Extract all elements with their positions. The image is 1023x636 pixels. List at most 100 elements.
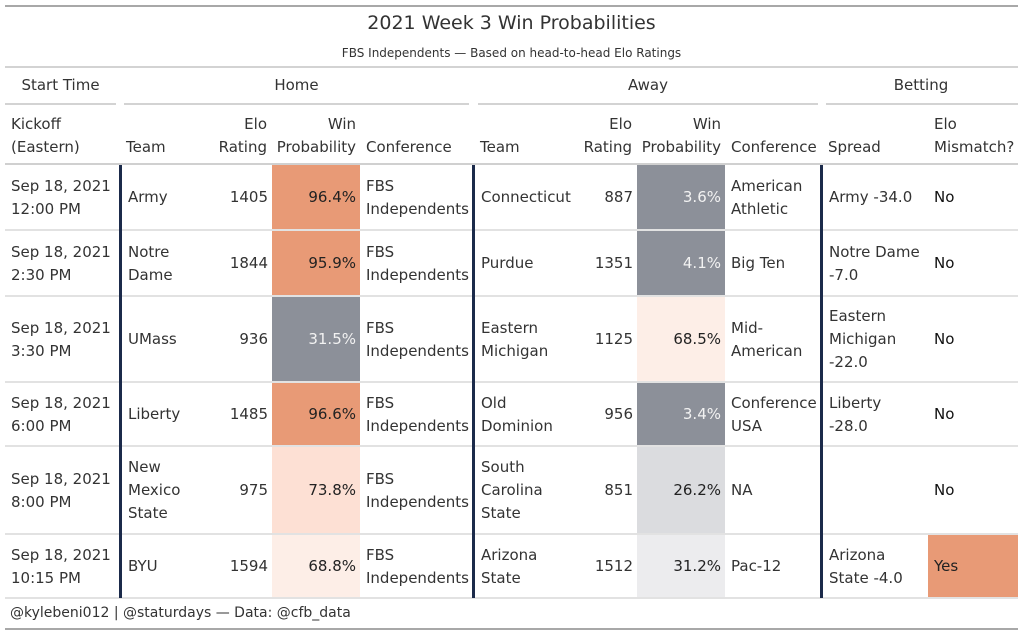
spread-cell-text: Liberty -28.0 <box>829 392 924 438</box>
mismatch-cell-text: No <box>934 188 955 206</box>
away-conference-cell-line: American <box>731 176 803 195</box>
footer-credits: @kylebeni012 | @staturdays — Data: @cfb_… <box>10 605 351 621</box>
kickoff-cell-line: 2:30 PM <box>11 265 72 284</box>
away-team-cell-text: Eastern Michigan <box>481 317 548 363</box>
away-win-prob-cell-text: 26.2% <box>673 481 721 499</box>
home-conference-cell-text: FBS Independents <box>366 175 469 221</box>
spanner-rule-away <box>478 103 818 105</box>
away-conference-cell-text: Pac-12 <box>731 555 781 578</box>
away-conference-cell-line: USA <box>731 416 763 435</box>
col-home-win-line1: Win <box>327 115 356 133</box>
away-team-cell: Connecticut <box>475 165 575 230</box>
kickoff-cell-line: 6:00 PM <box>11 416 72 435</box>
away-conference-cell-text: Conference USA <box>731 392 817 438</box>
spread-cell-line: Eastern <box>829 307 887 325</box>
spanner-rule-home <box>124 103 469 105</box>
kickoff-cell-text: Sep 18, 2021 12:00 PM <box>11 175 111 221</box>
away-win-prob-cell: 68.5% <box>637 297 725 382</box>
home-elo-cell: 1485 <box>210 383 272 446</box>
home-win-prob-cell-text: 73.8% <box>308 481 356 499</box>
away-team-cell-line: Dominion <box>481 416 553 435</box>
home-team-cell-line: State <box>128 504 168 522</box>
away-win-prob-cell-text: 3.4% <box>682 405 721 423</box>
home-elo-cell: 1594 <box>210 535 272 598</box>
table-subtitle: FBS Independents — Based on head-to-head… <box>341 46 682 60</box>
home-elo-cell-text: 1594 <box>229 557 268 575</box>
away-elo-cell: 1351 <box>575 231 637 296</box>
away-team-cell: South Carolina State <box>475 447 575 534</box>
home-elo-cell: 936 <box>210 297 272 382</box>
home-team-cell: UMass <box>122 297 210 382</box>
col-away-win-line2: Probability <box>641 138 721 156</box>
divider-home-away <box>472 165 475 598</box>
mismatch-cell-text: No <box>934 330 955 348</box>
spread-cell: Eastern Michigan -22.0 <box>823 297 928 382</box>
home-conference-cell: FBS Independents <box>360 165 472 230</box>
col-kickoff-line2: (Eastern) <box>11 138 80 156</box>
row-divider <box>5 381 1018 383</box>
home-conference-cell-text: FBS Independents <box>366 544 469 590</box>
away-team-cell-text: Arizona State <box>481 544 537 590</box>
kickoff-cell: Sep 18, 2021 2:30 PM <box>5 231 119 296</box>
home-conference-cell-line: Independents <box>366 492 469 511</box>
mismatch-cell: No <box>928 447 1018 534</box>
away-win-prob-cell: 3.4% <box>637 383 725 446</box>
home-team-cell-line: Dame <box>128 265 173 284</box>
kickoff-cell: Sep 18, 2021 12:00 PM <box>5 165 119 230</box>
kickoff-cell-text: Sep 18, 2021 8:00 PM <box>11 468 111 514</box>
away-elo-cell-text: 1125 <box>594 330 633 348</box>
col-away-elo: Elo Rating <box>570 113 632 159</box>
away-conference-cell-text: American Athletic <box>731 175 802 221</box>
home-win-prob-cell-text: 31.5% <box>308 330 356 348</box>
header-rule <box>5 66 1018 68</box>
away-conference-cell: Mid- American <box>725 297 820 382</box>
home-elo-cell-text: 1844 <box>229 254 268 272</box>
away-win-prob-cell: 3.6% <box>637 165 725 230</box>
top-rule <box>5 5 1018 7</box>
away-win-prob-cell: 26.2% <box>637 447 725 534</box>
spread-cell-line: Arizona <box>829 545 886 564</box>
spread-cell-line: Army -34.0 <box>829 188 913 206</box>
away-team-cell-line: State <box>481 568 521 587</box>
col-away-conf: Conference <box>731 138 817 156</box>
mismatch-cell-text: No <box>934 254 955 272</box>
col-mismatch-line1: Elo <box>934 115 957 133</box>
mismatch-cell: Yes <box>928 535 1018 598</box>
kickoff-cell-line: Sep 18, 2021 <box>11 242 111 261</box>
mismatch-cell: No <box>928 231 1018 296</box>
col-away-elo-line1: Elo <box>609 115 632 133</box>
away-conference-cell-line: Conference <box>731 393 817 412</box>
home-conference-cell-line: Independents <box>366 341 469 360</box>
away-conference-cell-text: Mid- American <box>731 317 802 363</box>
spread-cell-line: Notre Dame <box>829 242 920 261</box>
home-win-prob-cell: 95.9% <box>272 231 360 296</box>
spread-cell-text: Army -34.0 <box>829 186 912 209</box>
home-team-cell-text: Army <box>128 186 168 209</box>
away-team-cell-line: Carolina <box>481 481 543 499</box>
home-win-prob-cell: 68.8% <box>272 535 360 598</box>
away-team-cell-line: Eastern <box>481 318 539 337</box>
home-win-prob-cell: 96.6% <box>272 383 360 446</box>
home-conference-cell: FBS Independents <box>360 535 472 598</box>
home-elo-cell-text: 975 <box>239 481 268 499</box>
col-spread: Spread <box>828 138 881 156</box>
home-team-cell-text: Liberty <box>128 403 180 426</box>
spread-cell-text: Eastern Michigan -22.0 <box>829 305 896 374</box>
table-title: 2021 Week 3 Win Probabilities <box>367 12 656 34</box>
col-home-elo: Elo Rating <box>205 113 267 159</box>
spread-cell: Arizona State -4.0 <box>823 535 928 598</box>
away-team-cell-text: Purdue <box>481 252 533 275</box>
spread-cell: Army -34.0 <box>823 165 928 230</box>
away-team-cell-line: State <box>481 504 521 522</box>
away-team-cell: Old Dominion <box>475 383 575 446</box>
home-conference-cell-line: FBS <box>366 545 395 564</box>
away-team-cell-line: Purdue <box>481 254 534 272</box>
away-team-cell-text: Old Dominion <box>481 392 553 438</box>
mismatch-cell-text: No <box>934 405 955 423</box>
spanner-away: Away <box>628 76 668 94</box>
mismatch-cell: No <box>928 165 1018 230</box>
kickoff-cell-line: 12:00 PM <box>11 199 81 218</box>
home-conference-cell-line: Independents <box>366 265 469 284</box>
away-team-cell: Arizona State <box>475 535 575 598</box>
home-team-cell: Notre Dame <box>122 231 210 296</box>
